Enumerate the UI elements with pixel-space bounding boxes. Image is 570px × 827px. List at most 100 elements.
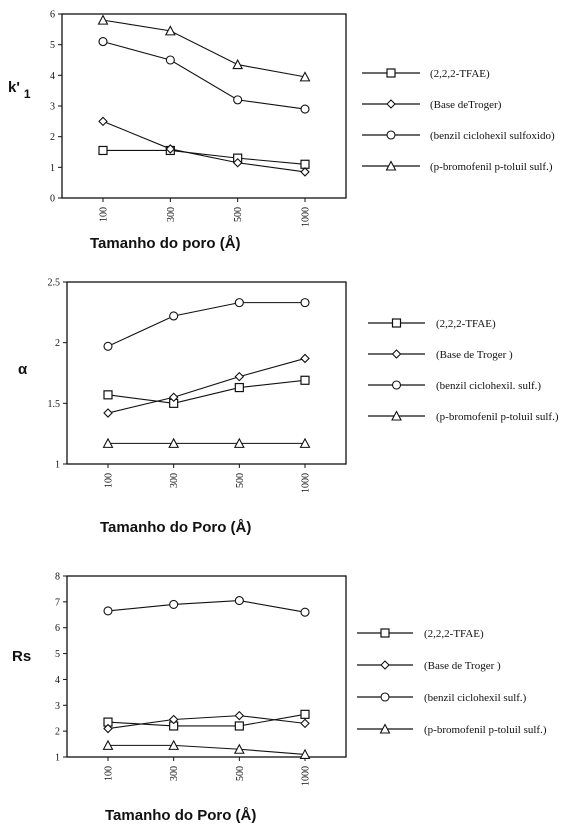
data-point xyxy=(97,14,109,25)
y-tick-label: 1 xyxy=(55,753,60,764)
chart-1: 0 1 2 3 4 5 6 100 300 500 1000 k' 1 Tamanho do poro (… xyxy=(8,10,555,253)
series-line xyxy=(102,41,306,110)
data-point xyxy=(300,375,310,385)
data-point xyxy=(234,710,245,721)
y-tick-label: 1 xyxy=(55,460,60,471)
series-square xyxy=(98,145,310,169)
data-point xyxy=(168,392,179,403)
legend-entry: (p-bromofenil p-toluil sulf.) xyxy=(362,160,553,173)
legend-label: (2,2,2-TFAE) xyxy=(424,628,484,640)
chart-2: 1 1.5 2 2.5 100 300 500 1000 α Tamanho do Poro (Å… xyxy=(18,278,559,537)
series-circle xyxy=(103,298,310,351)
x-axis-label: Tamanho do poro (Å) xyxy=(90,235,241,252)
legend-entry: (Base deTroger) xyxy=(362,99,502,111)
y-axis-label: Rs xyxy=(12,648,31,665)
legend-entry: (Base de Troger ) xyxy=(357,660,501,672)
series-diamond xyxy=(98,116,310,177)
legend-label: (2,2,2-TFAE) xyxy=(430,68,490,80)
legend-marker xyxy=(385,160,397,171)
data-point xyxy=(102,739,114,750)
data-point xyxy=(232,157,243,168)
legend-label: (2,2,2-TFAE) xyxy=(436,318,496,330)
data-point xyxy=(233,743,245,754)
y-tick-label: 5 xyxy=(55,649,60,660)
x-tick-label: 500 xyxy=(233,207,244,222)
data-point xyxy=(300,159,310,169)
series-line xyxy=(107,357,306,414)
legend-marker xyxy=(391,318,402,328)
data-point xyxy=(168,739,180,750)
legend-entry: (2,2,2-TFAE) xyxy=(368,318,496,330)
y-axis-label-subscript: 1 xyxy=(24,87,31,101)
y-tick-label: 2.5 xyxy=(48,278,61,289)
chart-3: 1 2 3 4 5 6 7 8 100 300 500 1000 Rs Tamanho do Poro (… xyxy=(12,572,547,825)
legend-entry: (Base de Troger ) xyxy=(368,349,513,361)
data-point xyxy=(300,167,310,177)
y-tick-label: 0 xyxy=(50,194,55,205)
data-point xyxy=(103,606,113,616)
data-point xyxy=(168,714,179,725)
y-tick-label: 5 xyxy=(50,40,55,51)
data-point xyxy=(234,721,244,731)
data-point xyxy=(233,437,245,448)
series-circle xyxy=(98,37,310,114)
legend-entry: (p-bromofenil p-toluil sulf.) xyxy=(357,723,547,736)
data-point xyxy=(300,104,310,114)
y-tick-label: 3 xyxy=(55,701,60,712)
data-point xyxy=(165,144,176,154)
y-tick-label: 3 xyxy=(50,102,55,113)
legend-entry: (2,2,2-TFAE) xyxy=(357,628,484,640)
series-triangle xyxy=(102,437,311,448)
x-tick-label: 100 xyxy=(104,766,115,781)
legend-label: (p-bromofenil p-toluil sulf.) xyxy=(436,411,559,423)
legend-marker xyxy=(391,380,402,390)
legend-entry: (benzil ciclohexil. sulf.) xyxy=(368,380,541,392)
series-square xyxy=(103,375,310,408)
data-point xyxy=(234,371,245,382)
x-tick-label: 1000 xyxy=(301,766,312,786)
series-line xyxy=(102,19,306,78)
legend-label: (benzil ciclohexil sulf.) xyxy=(424,692,527,704)
data-point xyxy=(164,25,176,36)
data-point xyxy=(300,353,310,364)
series-triangle xyxy=(97,14,311,82)
data-point xyxy=(234,298,244,308)
data-point xyxy=(102,437,114,448)
data-point xyxy=(299,748,311,759)
legend-marker xyxy=(386,130,396,140)
x-tick-label: 500 xyxy=(235,766,246,781)
x-tick-label: 1000 xyxy=(301,207,312,227)
y-axis-label: α xyxy=(18,361,28,378)
legend-entry: (2,2,2-TFAE) xyxy=(362,68,490,80)
legend-marker xyxy=(379,723,391,734)
y-tick-label: 6 xyxy=(55,623,60,634)
series-line xyxy=(103,149,306,165)
data-point xyxy=(168,437,180,448)
legend-marker xyxy=(386,68,396,78)
series-circle xyxy=(103,596,310,617)
y-tick-label: 2 xyxy=(50,132,55,143)
y-axis-label: k' 1 xyxy=(8,79,31,101)
legend-label: (benzil ciclohexil. sulf.) xyxy=(436,380,541,392)
data-point xyxy=(300,718,310,729)
y-tick-label: 4 xyxy=(50,71,55,82)
y-tick-label: 8 xyxy=(55,572,60,583)
data-point xyxy=(300,709,310,719)
x-tick-label: 100 xyxy=(99,207,110,222)
legend-entry: (benzil ciclohexil sulfoxido) xyxy=(362,130,555,142)
legend-marker xyxy=(380,692,390,702)
data-point xyxy=(169,311,179,321)
data-point xyxy=(234,596,244,606)
legend-label: (Base deTroger) xyxy=(430,99,502,111)
y-tick-label: 1.5 xyxy=(48,399,61,410)
legend-entry: (p-bromofenil p-toluil sulf.) xyxy=(368,410,559,423)
legend-marker xyxy=(386,99,396,109)
data-point xyxy=(103,723,113,734)
legend-marker xyxy=(391,349,402,359)
legend-marker xyxy=(391,410,402,421)
x-tick-label: 300 xyxy=(166,207,177,222)
data-point xyxy=(234,382,244,393)
series-triangle xyxy=(102,739,311,759)
legend-marker xyxy=(380,628,390,638)
y-tick-label: 6 xyxy=(50,10,55,21)
